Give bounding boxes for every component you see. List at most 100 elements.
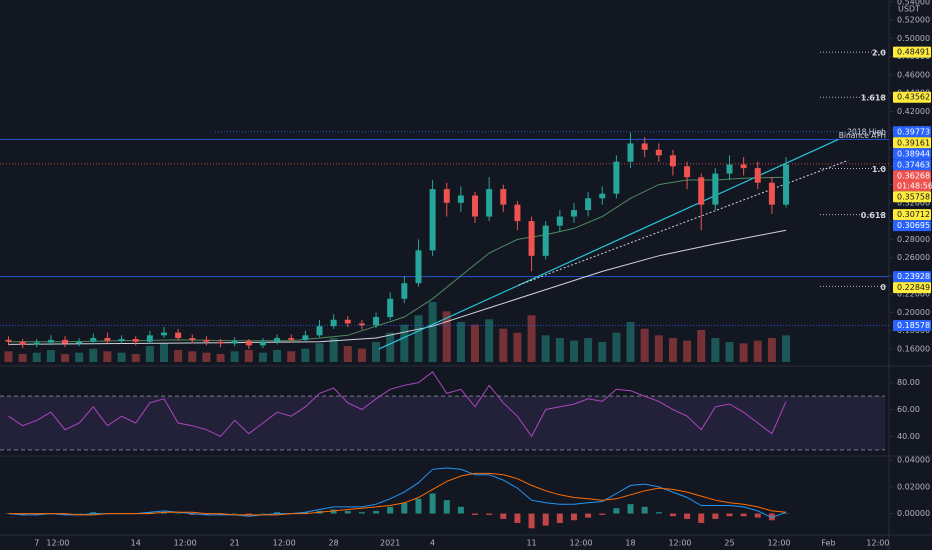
- candle-body: [613, 161, 620, 194]
- volume-bar: [598, 342, 607, 362]
- price-label-box: [893, 46, 931, 58]
- volume-bar: [584, 338, 593, 362]
- volume-bar: [428, 302, 437, 362]
- candle-body: [457, 195, 464, 203]
- macd-histogram-bar: [415, 498, 422, 514]
- macd-histogram-bar: [217, 513, 224, 515]
- price-label: 0.39773: [897, 127, 930, 136]
- macd-histogram-bar: [768, 513, 775, 521]
- candle-body: [373, 317, 380, 326]
- macd-tick-label: 0.04000: [897, 455, 930, 464]
- y-tick-label: 0.50000: [897, 34, 930, 43]
- candle-body: [655, 149, 662, 156]
- macd-histogram-bar: [570, 513, 577, 521]
- macd-histogram-bar: [146, 512, 153, 514]
- volume-bar: [683, 340, 692, 362]
- volume-bar: [46, 350, 55, 362]
- volume-bar: [188, 351, 197, 362]
- macd-histogram-bar: [76, 513, 83, 515]
- candle-body: [542, 225, 549, 256]
- macd-tick-label: 0.00000: [897, 509, 930, 518]
- moving-average: [8, 229, 787, 345]
- candle-body: [288, 338, 295, 340]
- volume-bar: [386, 332, 395, 362]
- macd-histogram-bar: [33, 513, 40, 515]
- candle-body: [245, 340, 252, 346]
- macd-histogram-bar: [627, 504, 634, 514]
- macd-histogram-bar: [613, 508, 620, 514]
- volume-bar: [89, 348, 98, 362]
- x-tick-label: 14: [131, 539, 141, 548]
- candle-body: [203, 339, 210, 342]
- volume-bar: [612, 332, 621, 362]
- price-label: 0.36268: [897, 171, 930, 180]
- y-tick-label: 0.20000: [897, 308, 930, 317]
- volume-bar: [103, 351, 112, 362]
- x-tick-label: 11: [526, 539, 536, 548]
- volume-bar: [18, 354, 27, 362]
- fib-label: 1.0: [872, 165, 887, 174]
- fib-label: 0.618: [861, 211, 887, 220]
- macd-histogram-bar: [245, 513, 252, 515]
- candle-body: [585, 198, 592, 211]
- candle-body: [259, 341, 266, 346]
- macd-histogram-bar: [684, 513, 691, 519]
- candle-body: [486, 189, 493, 217]
- volume-bar: [61, 354, 70, 362]
- macd-histogram-bar: [302, 512, 309, 514]
- price-label-box: [893, 137, 931, 149]
- price-label: 0.48491: [897, 48, 930, 57]
- candle-body: [189, 338, 196, 340]
- macd-histogram-bar: [443, 500, 450, 514]
- x-tick-label: Feb: [821, 539, 835, 548]
- macd-histogram-bar: [62, 513, 69, 515]
- macd-histogram-bar: [203, 513, 210, 515]
- macd-histogram-bar: [231, 513, 238, 515]
- price-label: 0.23928: [897, 272, 930, 281]
- price-label: 0.30695: [897, 221, 930, 230]
- candle-body: [401, 283, 408, 299]
- x-tick-label: 4: [430, 539, 435, 548]
- candle-body: [330, 319, 337, 327]
- macd-histogram-bar: [189, 513, 196, 515]
- candle-body: [19, 341, 26, 345]
- volume-bar: [301, 348, 310, 362]
- y-tick-label: 0.32000: [897, 198, 930, 207]
- candle-body: [443, 189, 450, 203]
- price-label: 0.30712: [897, 210, 930, 219]
- candle-body: [302, 335, 309, 340]
- fib-label: 0: [880, 283, 886, 292]
- volume-bar: [174, 350, 183, 362]
- macd-histogram-bar: [472, 513, 479, 515]
- y-tick-label: 0.22000: [897, 290, 930, 299]
- candle-body: [740, 164, 747, 169]
- macd-histogram-bar: [542, 513, 549, 526]
- candle-body: [500, 189, 507, 205]
- candle-body: [316, 326, 323, 336]
- trendline: [378, 138, 839, 350]
- candle-body: [429, 189, 436, 251]
- price-label-box: [893, 319, 931, 331]
- macd-histogram-bar: [641, 506, 648, 514]
- macd-histogram-bar: [585, 513, 592, 518]
- volume-bar: [287, 351, 296, 362]
- price-label-box: [893, 159, 931, 171]
- volume-bar: [414, 315, 423, 362]
- candle-body: [556, 216, 563, 226]
- candle-body: [726, 164, 733, 174]
- price-label: 0.43562: [897, 93, 930, 102]
- rsi-line: [8, 371, 787, 438]
- macd-histogram-bar: [90, 512, 97, 514]
- x-tick-label: 12:00: [174, 539, 197, 548]
- macd-histogram-bar: [669, 513, 676, 517]
- candle-body: [90, 338, 97, 342]
- volume-bar: [315, 343, 324, 362]
- volume-bar: [202, 352, 211, 362]
- volume-bar: [357, 348, 366, 362]
- volume-bar: [244, 350, 253, 362]
- volume-bar: [117, 352, 126, 362]
- price-label-box: [893, 209, 931, 221]
- candle-body: [698, 177, 705, 205]
- volume-bar: [216, 354, 225, 362]
- annotation: Binance ATH: [839, 131, 886, 140]
